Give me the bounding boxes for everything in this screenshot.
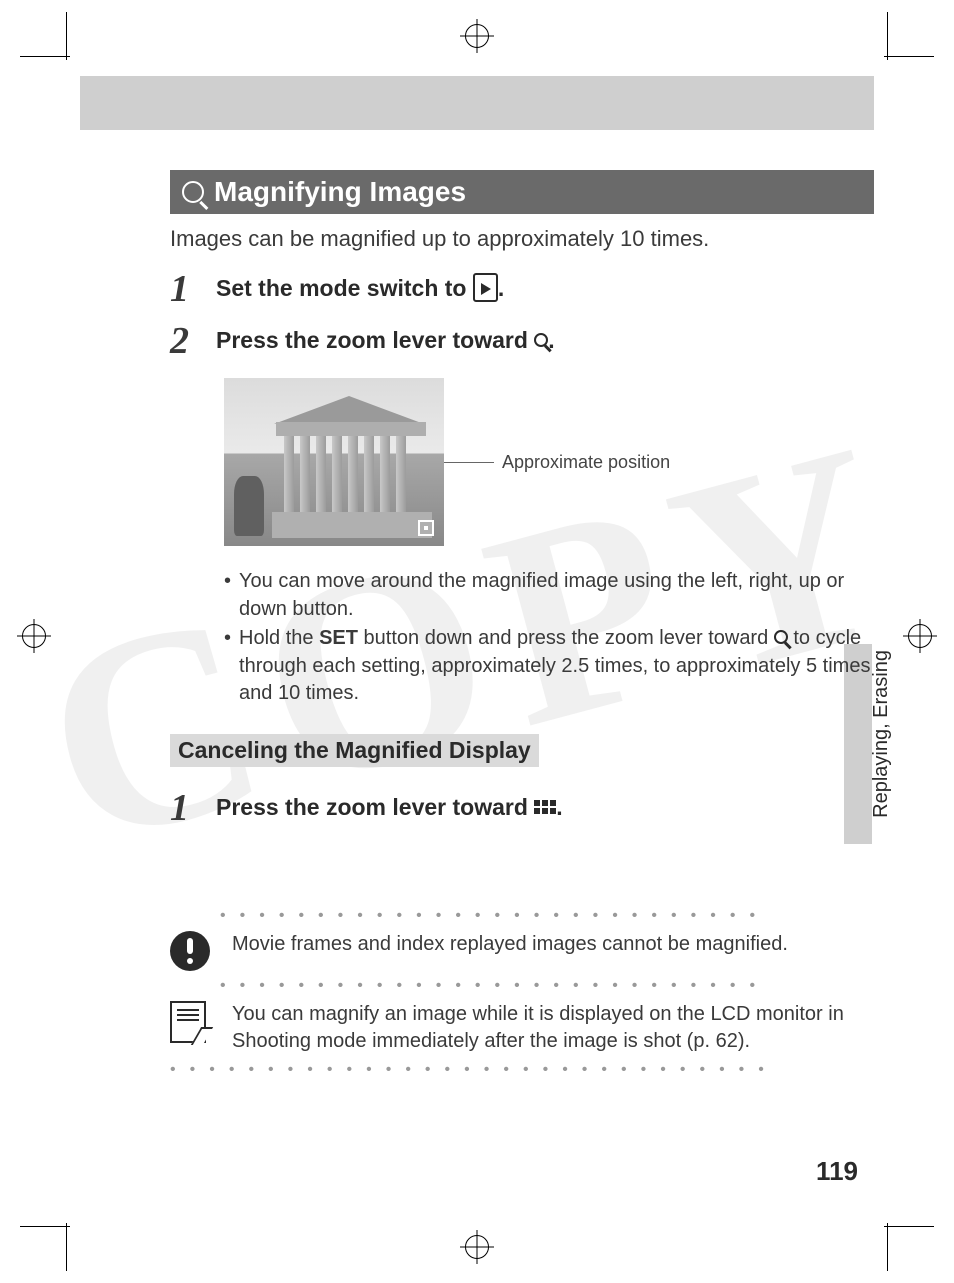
registration-mark-icon <box>465 1235 489 1259</box>
intro-text: Images can be magnified up to approximat… <box>170 226 874 252</box>
note-text: Movie frames and index replayed images c… <box>232 931 788 958</box>
crop-mark <box>884 1226 934 1227</box>
playback-mode-icon <box>473 273 498 302</box>
step-number: 2 <box>170 322 200 360</box>
crop-mark <box>887 12 888 60</box>
callout-line <box>444 462 494 463</box>
separator-dots: •••••••••••••••••••••••••••• <box>220 907 874 925</box>
crop-mark <box>20 56 70 57</box>
section-heading-text: Magnifying Images <box>214 176 466 208</box>
list-item: • You can move around the magnified imag… <box>224 568 874 623</box>
registration-mark-icon <box>908 624 932 648</box>
index-view-icon <box>534 800 556 814</box>
sample-photo <box>224 378 444 546</box>
step-text: Set the mode switch to . <box>216 270 504 308</box>
magnify-icon <box>534 333 548 347</box>
bullet-list: • You can move around the magnified imag… <box>224 568 874 708</box>
page-header-band <box>80 76 874 130</box>
separator-dots: •••••••••••••••••••••••••••• <box>220 977 874 995</box>
sub-heading: Canceling the Magnified Display <box>170 734 539 767</box>
example-image-block: Approximate position <box>224 378 874 546</box>
step-text: Press the zoom lever toward . <box>216 789 563 827</box>
position-indicator-icon <box>418 520 434 536</box>
set-button-label: SET <box>319 627 358 649</box>
section-heading: Magnifying Images <box>170 170 874 214</box>
list-item: • Hold the SET button down and press the… <box>224 625 874 708</box>
page-content: Magnifying Images Images can be magnifie… <box>170 170 874 1183</box>
magnify-icon <box>774 630 788 644</box>
callout-label: Approximate position <box>502 452 670 473</box>
warning-icon <box>170 931 210 971</box>
warning-note: Movie frames and index replayed images c… <box>170 931 874 971</box>
crop-mark <box>66 12 67 60</box>
separator-dots: ••••••••••••••••••••••••••••••• <box>170 1061 874 1079</box>
crop-mark <box>887 1223 888 1271</box>
memo-icon <box>170 1001 206 1043</box>
crop-mark <box>66 1223 67 1271</box>
step-text: Press the zoom lever toward . <box>216 322 555 360</box>
step-1: 1 Set the mode switch to . <box>170 270 874 308</box>
cancel-step-1: 1 Press the zoom lever toward . <box>170 789 874 827</box>
registration-mark-icon <box>465 24 489 48</box>
note-text: You can magnify an image while it is dis… <box>232 1001 874 1055</box>
memo-note: You can magnify an image while it is dis… <box>170 1001 874 1055</box>
step-number: 1 <box>170 270 200 308</box>
crop-mark <box>884 56 934 57</box>
magnify-icon <box>182 181 204 203</box>
step-number: 1 <box>170 789 200 827</box>
crop-mark <box>20 1226 70 1227</box>
registration-mark-icon <box>22 624 46 648</box>
step-2: 2 Press the zoom lever toward . <box>170 322 874 360</box>
